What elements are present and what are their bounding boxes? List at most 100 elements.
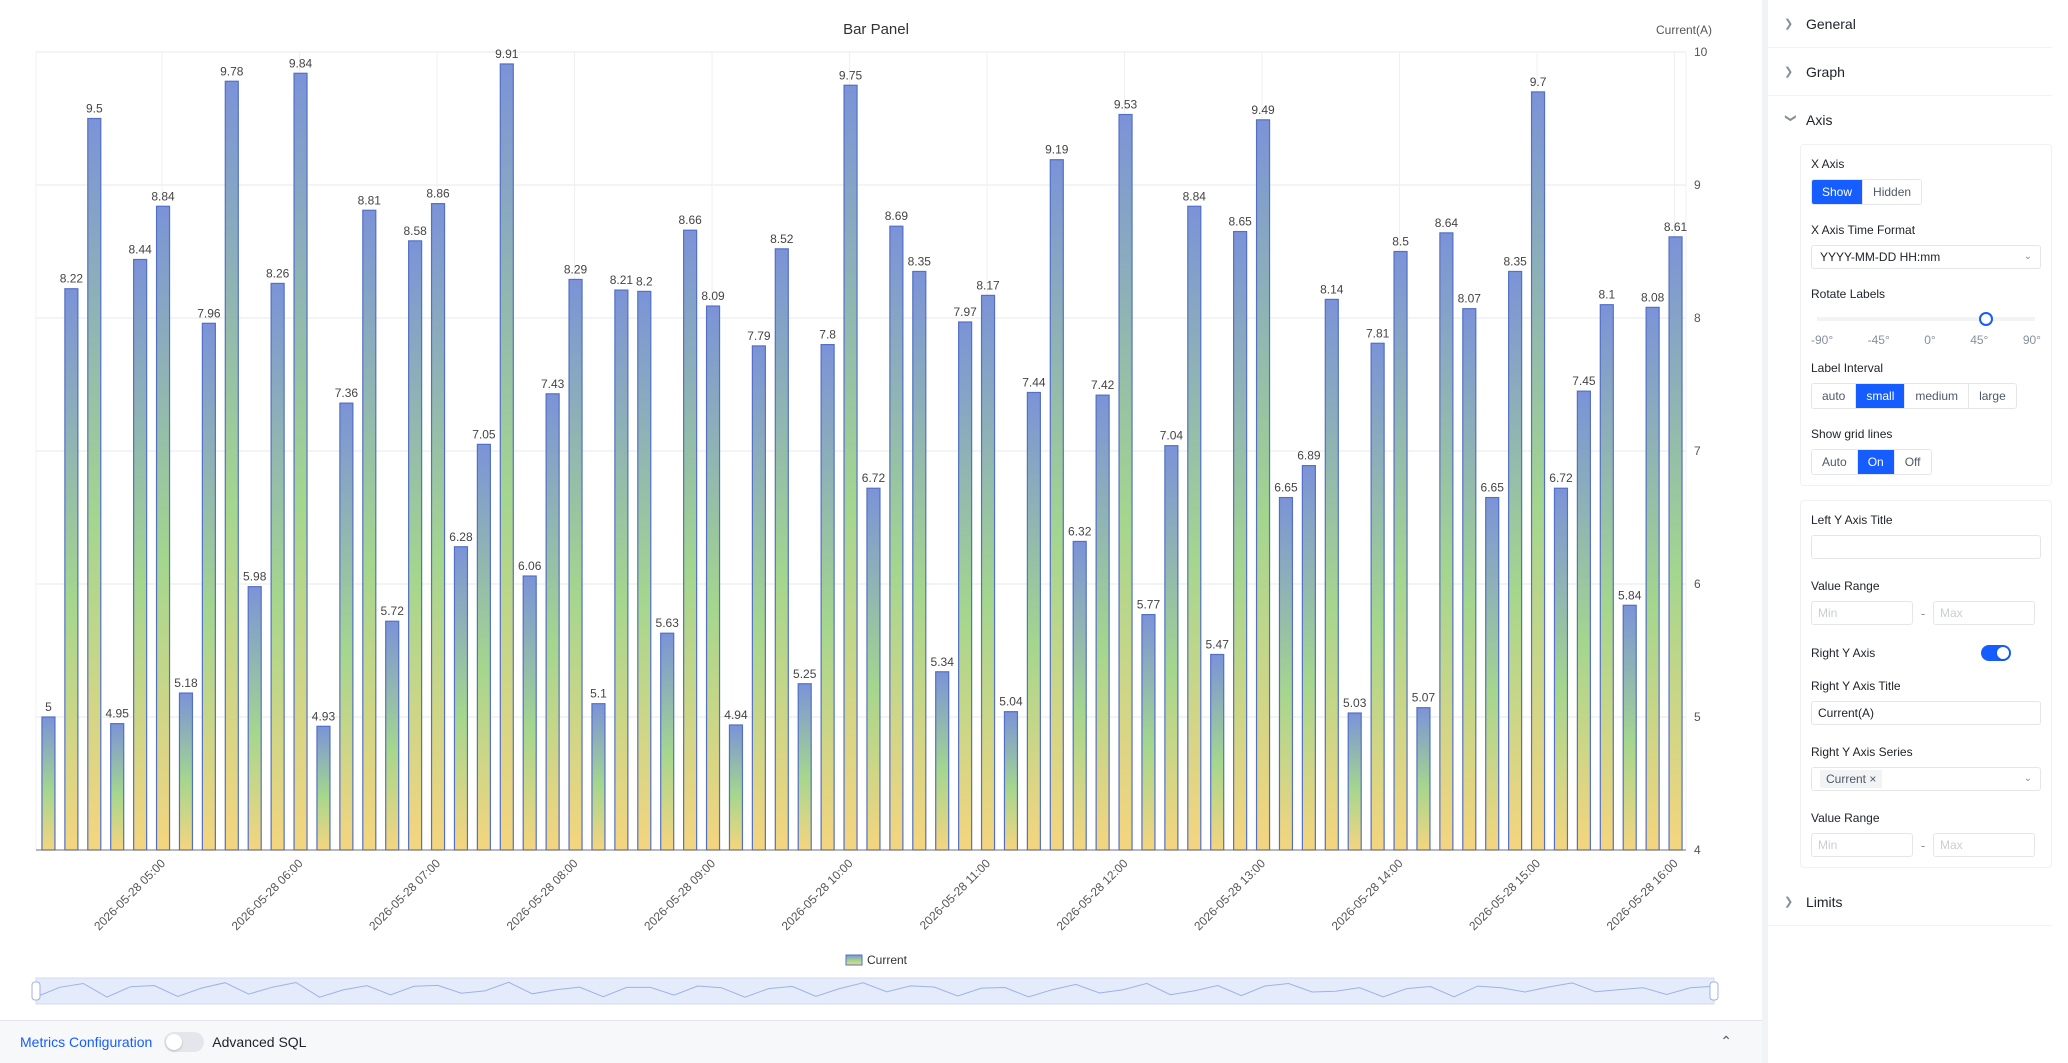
interval-small-button[interactable]: small <box>1856 384 1906 408</box>
section-limits[interactable]: ❯ Limits <box>1768 878 2052 926</box>
bar-value-label: 8.1 <box>1598 288 1615 302</box>
legend-swatch <box>845 954 863 966</box>
bar-value-label: 5.04 <box>999 695 1023 709</box>
bar-value-label: 5.98 <box>243 570 267 584</box>
interval-large-button[interactable]: large <box>1969 384 2016 408</box>
bar-value-label: 8.14 <box>1320 282 1344 296</box>
bar-value-label: 5.63 <box>656 616 680 630</box>
chevron-down-icon: ⌄ <box>2023 773 2032 784</box>
bar <box>110 723 125 851</box>
bar-value-label: 8.26 <box>266 266 290 280</box>
bar-value-label: 5.84 <box>1618 588 1642 602</box>
rotate-tick: 0° <box>1924 333 1936 347</box>
bar <box>843 84 858 851</box>
bar <box>912 270 927 851</box>
rotate-tick: 90° <box>2022 333 2041 347</box>
left-y-title-input[interactable] <box>1811 535 2041 559</box>
data-zoom-window <box>35 977 1715 1005</box>
bar-value-label: 5.34 <box>931 655 955 669</box>
left-max-input[interactable]: Max <box>1933 601 2035 625</box>
bar <box>499 63 514 851</box>
bar-value-label: 5.07 <box>1412 691 1436 705</box>
bar-value-label: 8.64 <box>1435 216 1459 230</box>
bar-value-label: 9.84 <box>289 56 313 70</box>
section-general[interactable]: ❯ General <box>1768 0 2052 48</box>
bar <box>87 117 102 851</box>
bar <box>1301 465 1316 851</box>
grid-on-button[interactable]: On <box>1857 450 1895 474</box>
right-y-title-input[interactable]: Current(A) <box>1811 701 2041 725</box>
section-graph[interactable]: ❯ Graph <box>1768 48 2052 96</box>
bar <box>224 80 239 851</box>
bar <box>1049 159 1064 851</box>
bar <box>751 345 766 851</box>
bar-value-label: 5 <box>45 700 52 714</box>
bar <box>1233 230 1248 851</box>
x-time-format-select[interactable]: YYYY-MM-DD HH:mm ⌄ <box>1811 245 2041 269</box>
bar-value-label: 8.09 <box>701 289 725 303</box>
bar <box>1508 270 1523 851</box>
x-tick-label: 2026-05-28 09:00 <box>641 856 718 933</box>
right-y-axis-toggle[interactable] <box>1981 645 2011 661</box>
metrics-configuration-tab[interactable]: Metrics Configuration <box>20 1034 153 1050</box>
bar-value-label: 7.96 <box>197 306 221 320</box>
bar <box>1324 298 1339 851</box>
x-axis-toggle-group: Show Hidden <box>1811 179 1923 205</box>
label-interval-group: auto small medium large <box>1811 383 2017 409</box>
y-axis-title: Current(A) <box>1656 23 1712 37</box>
bar <box>270 282 285 851</box>
left-min-input[interactable]: Min <box>1811 601 1913 625</box>
bar-value-label: 9.7 <box>1530 75 1547 89</box>
interval-medium-button[interactable]: medium <box>1905 384 1970 408</box>
bar-value-label: 4.95 <box>106 707 130 721</box>
rotate-tick: 45° <box>1970 333 1989 347</box>
rotate-tick: -45° <box>1867 333 1890 347</box>
bar-value-label: 8.69 <box>885 209 909 223</box>
right-max-input[interactable]: Max <box>1933 833 2035 857</box>
slider-thumb[interactable] <box>1979 312 1993 326</box>
bar <box>408 240 423 851</box>
bar <box>1347 712 1362 851</box>
bar-value-label: 4.94 <box>724 708 748 722</box>
slider-track <box>1817 317 2035 321</box>
bar-value-label: 7.97 <box>953 305 977 319</box>
right-y-series-select[interactable]: Current × ⌄ <box>1811 767 2041 791</box>
y-tick-label: 9 <box>1694 178 1701 192</box>
bar <box>385 620 400 851</box>
bar <box>1622 604 1637 851</box>
x-tick-label: 2026-05-28 16:00 <box>1604 856 1681 933</box>
interval-auto-button[interactable]: auto <box>1812 384 1857 408</box>
right-min-input[interactable]: Min <box>1811 833 1913 857</box>
x-axis-show-button[interactable]: Show <box>1812 180 1864 204</box>
bar <box>1072 540 1087 851</box>
bar-value-label: 8.44 <box>128 242 152 256</box>
panel-resize-handle[interactable] <box>1762 0 1768 1063</box>
bar <box>935 671 950 851</box>
range-dash: - <box>1920 605 1926 621</box>
grid-auto-button[interactable]: Auto <box>1812 450 1858 474</box>
rotate-labels-slider[interactable] <box>1817 309 2035 329</box>
rotate-labels-label: Rotate Labels <box>1811 287 1886 301</box>
settings-panel: ❯ General ❯ Graph ❯ Axis X Axis Show Hid… <box>1768 0 2068 1063</box>
grid-off-button[interactable]: Off <box>1894 450 1931 474</box>
bar-value-label: 7.36 <box>335 386 359 400</box>
bar-value-label: 5.77 <box>1137 598 1161 612</box>
chevron-down-icon: ❯ <box>1784 113 1797 123</box>
bar-value-label: 7.44 <box>1022 375 1046 389</box>
x-tick-label: 2026-05-28 06:00 <box>229 856 306 933</box>
bar <box>339 402 354 851</box>
series-tag: Current × <box>1820 770 1883 788</box>
x-tick-label: 2026-05-28 08:00 <box>504 856 581 933</box>
x-tick-label: 2026-05-28 07:00 <box>366 856 443 933</box>
x-tick-label: 2026-05-28 10:00 <box>779 856 856 933</box>
right-y-axis-row: Right Y Axis <box>1811 645 2041 661</box>
chevron-up-icon[interactable]: ⌃ <box>1720 1033 1732 1049</box>
rotate-ticks: -90° -45° 0° 45° 90° <box>1811 333 2041 347</box>
close-icon[interactable]: × <box>1869 772 1877 786</box>
x-axis-hidden-button[interactable]: Hidden <box>1863 180 1922 204</box>
bar <box>1026 391 1041 851</box>
advanced-sql-toggle[interactable] <box>164 1032 205 1052</box>
range-dash: - <box>1920 837 1926 853</box>
section-axis[interactable]: ❯ Axis <box>1768 96 2052 144</box>
bar <box>1164 445 1179 851</box>
